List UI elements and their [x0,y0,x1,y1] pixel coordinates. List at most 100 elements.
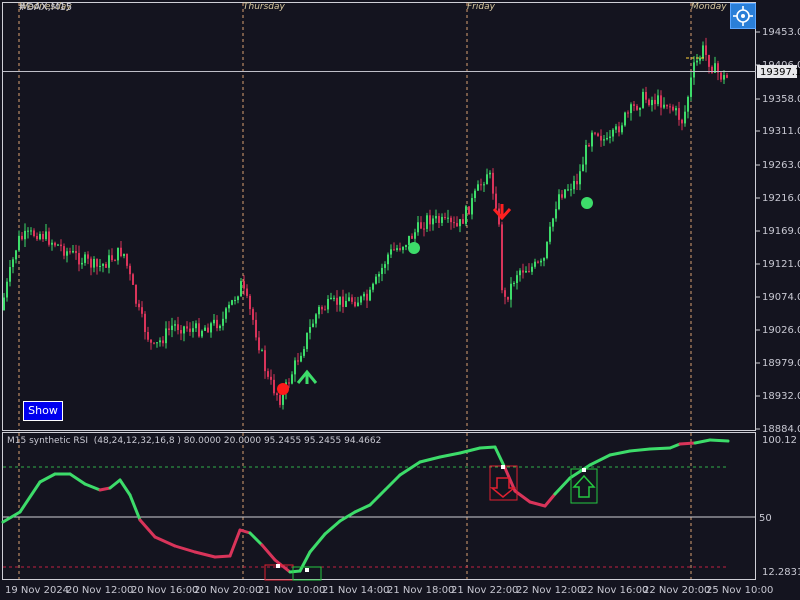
candle-body [594,132,596,134]
candle-body [453,222,455,224]
candle-body [582,164,584,172]
candle-body [57,244,59,246]
rsi-signal-point [582,468,586,472]
crosshair-target-icon[interactable] [730,3,756,29]
candle-body [243,281,245,289]
candle-body [81,262,83,265]
candle-body [573,180,575,190]
price-axis-label: 19026.0 [762,325,800,336]
candle-body [261,350,263,352]
rsi-signal-point [276,564,280,568]
candle-body [291,374,293,384]
candles-layer [3,37,728,410]
candle-body [507,296,509,300]
candle-body [525,271,527,273]
rsi-line-segment [18,480,42,514]
candle-body [501,224,503,291]
rsi-line-segment [553,476,572,496]
rsi-signal-point [305,568,309,572]
rsi-line-segment [503,466,517,493]
time-axis-label: 25 Nov 10:00 [706,585,773,596]
candle-body [666,104,668,107]
candle-body [489,172,491,175]
candle-body [318,306,320,315]
candle-body [705,45,707,55]
sell-signal-dot [277,383,289,395]
candle-body [510,283,512,300]
candle-body [468,206,470,215]
candle-body [462,219,464,224]
show-button[interactable]: Show [23,401,63,421]
candle-body [684,111,686,124]
rsi-line-segment [193,550,217,559]
candle-body [675,108,677,111]
candle-body [183,326,185,334]
candle-body [588,145,590,147]
rsi-line-segment [708,438,730,443]
candle-body [75,250,77,254]
price-axis-label: 19263.0 [762,160,800,171]
symbol-label: #DAX,M15 [18,2,73,13]
candle-body [426,215,428,229]
rsi-line-segment [273,558,292,574]
rsi-line-segment [238,528,252,535]
current-price-value: 19397.1 [760,67,800,78]
candle-body [726,75,728,78]
candle-body [135,284,137,304]
rsi-line-segment [608,449,632,457]
rsi-line-segment [213,554,232,559]
time-axis-label: 21 Nov 18:00 [387,585,454,596]
candle-body [222,318,224,326]
rsi-line-segment [588,453,612,467]
candle-body [618,126,620,133]
green-up-arrow-icon [296,369,318,384]
time-axis-label: 21 Nov 10:00 [258,585,325,596]
candle-body [639,107,641,110]
candle-body [408,235,410,246]
rsi-line-segment [668,442,682,450]
candle-body [384,264,386,268]
rsi-line-segment [568,463,592,480]
candle-body [195,323,197,329]
candle-body [678,108,680,120]
candle-body [159,340,161,343]
candle-body [228,304,230,309]
candle-body [663,104,665,108]
rsi-line-segment [308,532,327,554]
candle-body [255,319,257,338]
candle-body [555,209,557,219]
rsi-line-segment [353,503,372,514]
candle-body [687,96,689,112]
candle-body [480,184,482,186]
candle-body [633,104,635,106]
rsi-line-segment [118,478,132,497]
candle-body [693,62,695,78]
candle-body [96,258,98,267]
candle-body [168,328,170,330]
rsi-axis-label: 100.12 [762,435,797,446]
candle-body [207,327,209,333]
candle-body [405,245,407,247]
candle-body [636,105,638,110]
candle-body [627,112,629,114]
day-label: Wednesday [19,2,72,12]
candle-body [186,326,188,329]
rsi-line-segment [493,445,507,470]
candle-body [12,259,14,268]
candle-body [546,241,548,259]
candle-body [48,231,50,245]
candle-body [60,244,62,247]
rsi-line-segment [438,451,462,459]
candle-body [399,248,401,250]
day-label: Friday [467,2,496,12]
candle-body [717,63,719,73]
candle-body [267,371,269,377]
candle-body [648,99,650,106]
rsi-line-segment [38,472,57,484]
candle-body [45,231,47,240]
rsi-line-segment [173,544,197,554]
candle-body [483,184,485,186]
candle-body [621,125,623,133]
candle-body [324,309,326,311]
